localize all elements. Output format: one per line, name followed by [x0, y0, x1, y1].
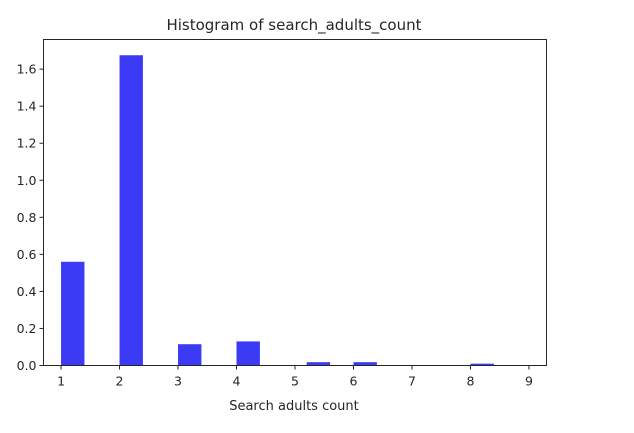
y-tick-label: 0.8	[17, 210, 37, 225]
x-tick-label: 3	[174, 374, 182, 389]
x-tick-label: 2	[116, 374, 124, 389]
y-tick-label: 1.2	[17, 136, 37, 151]
x-tick-label: 8	[466, 374, 474, 389]
x-tick-label: 1	[57, 374, 65, 389]
histogram-bar	[61, 261, 85, 366]
y-tick-label: 0.2	[17, 321, 37, 336]
axes-frame	[43, 39, 547, 366]
x-tick-label: 5	[291, 374, 299, 389]
histogram-bar	[178, 344, 202, 366]
x-axis-ticks: 1 2 3 4 5 6 7 8 9	[57, 365, 533, 389]
bars-layer	[61, 55, 494, 366]
histogram-bar	[353, 362, 377, 366]
x-axis-label: Search adults count	[229, 399, 359, 414]
x-tick-label: 7	[408, 374, 416, 389]
x-tick-label: 4	[233, 374, 241, 389]
y-axis-ticks: 0.0 0.2 0.4 0.6 0.8 1.0 1.2 1.4 1.6	[17, 62, 44, 373]
histogram-bar	[470, 363, 494, 366]
chart-title: Histogram of search_adults_count	[166, 16, 421, 35]
histogram-bar	[306, 362, 331, 366]
y-tick-label: 1.4	[17, 99, 37, 114]
y-tick-label: 0.6	[17, 247, 37, 262]
y-tick-label: 0.4	[17, 284, 37, 299]
y-tick-label: 1.6	[17, 62, 37, 77]
histogram-bar	[236, 341, 260, 366]
x-tick-label: 9	[525, 374, 533, 389]
histogram-bar	[119, 55, 143, 366]
y-tick-label: 1.0	[17, 173, 37, 188]
x-tick-label: 6	[350, 374, 358, 389]
y-tick-label: 0.0	[17, 358, 37, 373]
